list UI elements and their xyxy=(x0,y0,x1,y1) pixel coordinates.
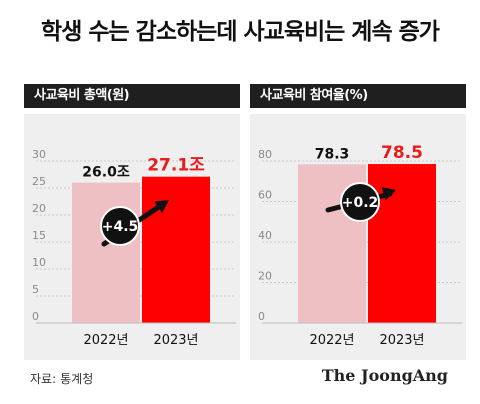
change-annotation: +0.2 xyxy=(325,182,396,222)
chart-total-spending: 사교육비 총액(원) 0 5 10 15 20 25 30 26.0조 2022년 27.1조 20… xyxy=(24,84,240,360)
chart-title: 사교육비 총액(원) xyxy=(24,84,240,108)
change-bubble xyxy=(340,182,380,222)
bar-2023년 xyxy=(142,176,210,323)
bar-2023년 xyxy=(368,164,436,323)
x-tick-label: 2023년 xyxy=(379,333,424,348)
y-tick-label: 5 xyxy=(32,283,39,296)
y-tick-label: 0 xyxy=(258,310,265,323)
change-arrow-head xyxy=(154,200,169,214)
data-label: 78.3 xyxy=(315,146,350,162)
source-label: 자료: xyxy=(30,372,57,386)
chart-plot: 0 20 40 60 80 78.3 2022년 78.5 2023년 +0.2 xyxy=(258,143,462,348)
y-tick-label: 10 xyxy=(32,256,46,269)
chart-plot: 0 5 10 15 20 25 30 26.0조 2022년 27.1조 2023년 +4.5 xyxy=(32,148,236,348)
source-value: 통계청 xyxy=(60,372,94,386)
data-label: 78.5 xyxy=(381,143,423,163)
bar-2022년 xyxy=(72,182,140,323)
y-tick-label: 20 xyxy=(32,202,46,215)
change-label: +4.5 xyxy=(102,219,139,235)
page-title: 학생 수는 감소하는데 사교육비는 계속 증가 xyxy=(41,19,440,45)
change-annotation: +4.5 xyxy=(100,200,169,247)
y-tick-label: 15 xyxy=(32,229,46,242)
source-note: 자료: 통계청 xyxy=(30,370,93,387)
brand-logo: The JoongAng xyxy=(321,366,448,385)
y-tick-label: 80 xyxy=(258,148,272,161)
y-tick-label: 25 xyxy=(32,175,46,188)
chart-participation-rate: 사교육비 참여율(%) 0 20 40 60 80 78.3 2022년 78.5 2023년 +… xyxy=(250,84,466,360)
y-tick-label: 20 xyxy=(258,270,272,283)
data-label: 26.0조 xyxy=(82,165,130,181)
x-tick-label: 2022년 xyxy=(83,333,128,348)
y-tick-label: 0 xyxy=(32,310,39,323)
x-tick-label: 2023년 xyxy=(153,333,198,348)
change-bubble xyxy=(100,206,140,246)
y-tick-label: 40 xyxy=(258,229,272,242)
chart-title: 사교육비 참여율(%) xyxy=(250,84,466,108)
x-tick-label: 2022년 xyxy=(309,333,354,348)
y-tick-label: 30 xyxy=(32,148,46,161)
change-label: +0.2 xyxy=(342,195,379,211)
change-arrow-head xyxy=(381,186,396,201)
data-label: 27.1조 xyxy=(147,156,205,176)
y-tick-label: 60 xyxy=(258,189,272,202)
